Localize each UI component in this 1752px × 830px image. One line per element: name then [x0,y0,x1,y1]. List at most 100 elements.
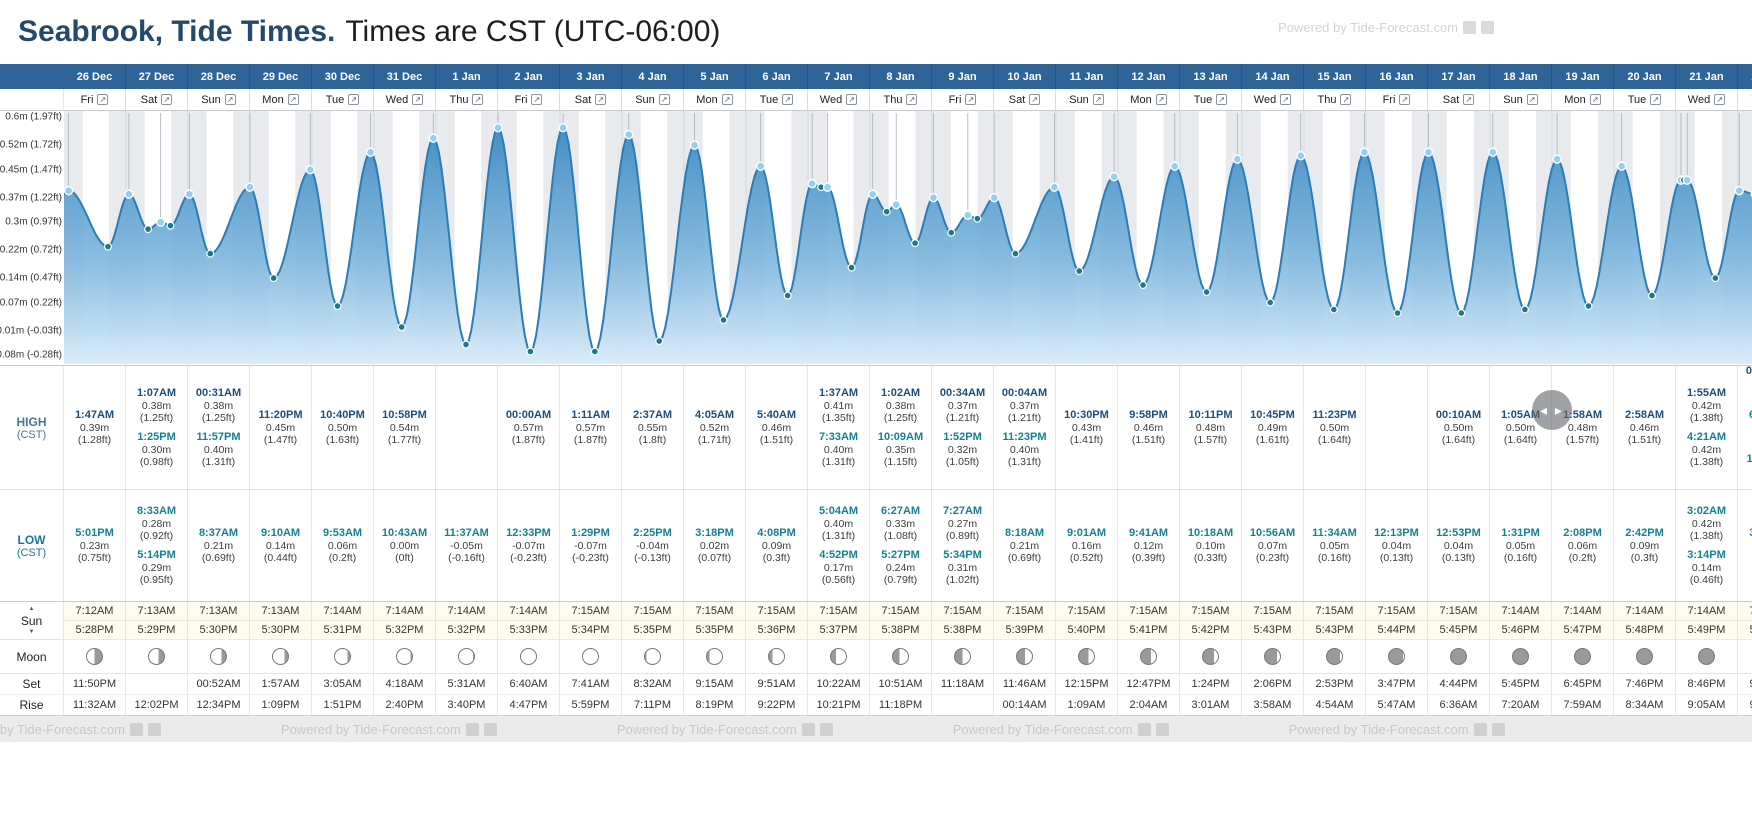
expand-icon[interactable]: ↗ [1155,94,1167,105]
high-tide-cell [436,366,498,490]
expand-icon[interactable]: ↗ [472,94,484,105]
tide-event: 1:52PM 0.32m (1.05ft) [943,431,982,469]
expand-icon[interactable]: ↗ [1216,94,1228,105]
high-tide-marker [1359,147,1370,157]
expand-icon[interactable]: ↗ [1589,94,1601,105]
watermark-text: Powered by Tide-Forecast.com [952,721,1133,737]
expand-icon[interactable]: ↗ [658,94,670,105]
tide-event: 11:23PM 0.50m (1.64ft) [1312,409,1356,447]
expand-icon[interactable]: ↗ [721,94,733,105]
tide-height-m: 0.50m [1443,421,1474,434]
tide-height-ft: (0.69ft) [201,552,236,564]
tide-time: 1:47AM [74,408,115,421]
weekday-label: Sat [1008,93,1026,106]
sunset-cell: 5:40PM [1056,621,1118,640]
moon-cell [560,640,622,673]
tide-height-m: 0.38m [141,399,172,412]
expand-icon[interactable]: ↗ [1399,94,1411,105]
expand-icon[interactable]: ↗ [1714,94,1726,105]
sunset-cell: 5:38PM [870,621,932,640]
high-tide-marker [807,178,817,189]
tide-height-ft: (1.31ft) [821,530,856,542]
weekday-cell: Tue ↗ [746,89,808,110]
low-tide-marker [1711,274,1720,283]
expand-icon[interactable]: ↗ [1463,94,1475,105]
moon-phase-icon [706,648,723,665]
expand-icon[interactable]: ↗ [595,94,607,105]
low-tide-marker [144,225,153,234]
low-tide-cell: 5:04AM 0.40m (1.31ft) 4:52PM 0.17m (0.56ft) [808,490,870,601]
footer: Powered by Tide-Forecast.com Powered by T… [0,716,1752,742]
tide-time: 5:40AM [756,408,797,421]
expand-icon[interactable]: ↗ [906,94,918,105]
moon-cell [1242,640,1304,673]
sunset-arrow-icon: ▼ [28,628,35,635]
tide-event: 6:27AM 0.33m (1.08ft) [881,505,920,543]
tide-height-ft: (1.25ft) [201,412,236,424]
expand-icon[interactable]: ↗ [287,94,299,105]
moonset-cell: 10:22AM [808,674,870,694]
watermark[interactable]: Powered by Tide-Forecast.com [281,722,497,737]
moonset-cell: 1:57AM [250,674,312,694]
moonset-cell: 6:40AM [498,674,560,694]
expand-icon[interactable]: ↗ [531,94,543,105]
tide-time: 1:11AM [571,408,610,421]
expand-icon[interactable]: ↗ [782,94,794,105]
tide-height-m: 0.55m [637,421,668,434]
watermark[interactable]: Powered by Tide-Forecast.com [0,722,161,737]
weekday-cell: Sun ↗ [188,89,250,110]
high-tide-cell: 00:04AM 0.37m (1.21ft) 11:23PM 0.40m (1.31ft) [994,366,1056,490]
date-cell: 29 Dec [250,64,312,89]
expand-icon[interactable]: ↗ [348,94,360,105]
date-cell: 21 Jan [1676,64,1738,89]
high-tide-cell: 00:10AM 0.50m (1.64ft) [1428,366,1490,490]
expand-icon[interactable]: ↗ [1650,94,1662,105]
tide-time: 11:57PM [196,430,241,443]
watermark[interactable]: Powered by Tide-Forecast.com [1278,20,1494,35]
moonset-cell: 4:44PM [1428,674,1490,694]
high-tide-cell: 10:40PM 0.50m (1.63ft) [312,366,374,490]
sunset-cell: 5:33PM [498,621,560,640]
sunset-cell: 5:39PM [994,621,1056,640]
expand-icon[interactable]: ↗ [224,94,236,105]
weekday-label: Sat [574,93,592,106]
expand-icon[interactable]: ↗ [1280,94,1292,105]
expand-icon[interactable]: ↗ [412,94,424,105]
expand-icon[interactable]: ↗ [161,94,173,105]
tide-event: 2:58AM 0.46m (1.51ft) [1625,409,1664,447]
low-tide-cell: 11:34AM 0.05m (0.16ft) [1304,490,1366,601]
tide-height-m: 0.21m [1009,539,1040,552]
sunrise-cell: 7:15AM [808,602,870,621]
moon-phase-icon [1388,648,1405,665]
moon-phase-icon [272,648,289,665]
expand-icon[interactable]: ↗ [846,94,858,105]
expand-icon[interactable]: ↗ [97,94,109,105]
sunset-cell: 5:31PM [312,621,374,640]
moon-cell [932,640,994,673]
tide-event: 4:08PM 0.09m (0.3ft) [757,527,796,565]
tide-height-ft: (-0.23ft) [510,552,547,564]
expand-icon[interactable]: ↗ [1340,94,1352,105]
scroll-days-button[interactable]: ◂ ▸ [1532,390,1572,430]
moonrise-cell: 3:01AM [1180,695,1242,715]
tide-height-ft: (1.51ft) [759,434,794,446]
expand-icon[interactable]: ↗ [1029,94,1041,105]
watermark[interactable]: Powered by Tide-Forecast.com [953,722,1169,737]
moonrise-cell: 3:58AM [1242,695,1304,715]
tide-time: 9:58PM [1129,408,1168,421]
low-tide-marker [655,337,664,346]
tide-height-m: 0.07m [1257,539,1288,552]
expand-icon[interactable]: ↗ [1526,94,1538,105]
expand-icon[interactable]: ↗ [965,94,977,105]
tide-height-m: 0.43m [1071,421,1102,434]
tide-time: 8:18AM [1004,526,1045,539]
weekday-cell: Wed ↗ [1676,89,1738,110]
watermark[interactable]: Powered by Tide-Forecast.com [617,722,833,737]
expand-icon[interactable]: ↗ [1092,94,1104,105]
tide-time: 3:18PM [695,526,734,539]
sunrise-cell: 7:13AM [188,602,250,621]
tide-height-m: 0.30m [141,443,172,456]
tide-event: 5:34PM 0.31m (1.02ft) [943,549,982,587]
tide-event: 3:18PM 0.02m (0.07ft) [695,527,734,565]
watermark[interactable]: Powered by Tide-Forecast.com [1289,722,1505,737]
